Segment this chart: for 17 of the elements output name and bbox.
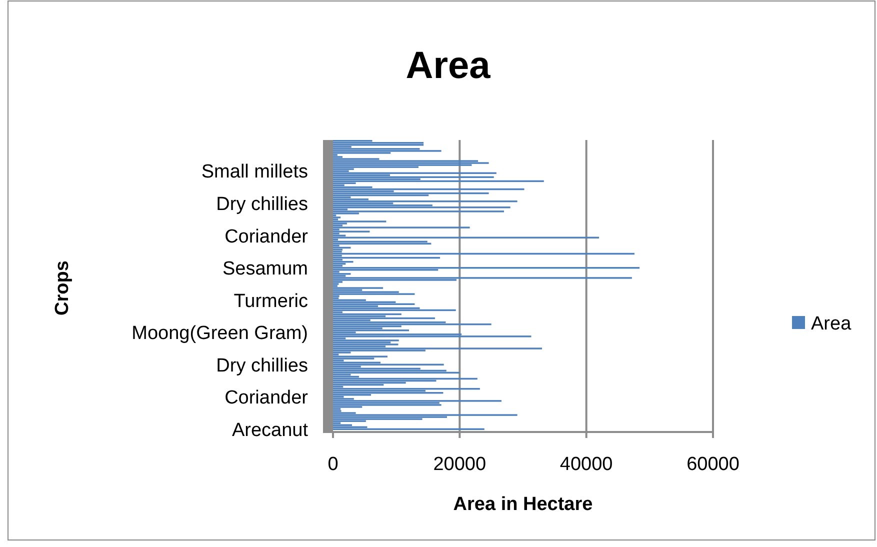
x-tick-label: 0 xyxy=(328,454,338,475)
y-tick-label: Turmeric xyxy=(234,290,308,312)
y-tick-label: Sesamum xyxy=(222,258,308,280)
x-tick-label: 20000 xyxy=(433,454,486,475)
x-axis-title: Area in Hectare xyxy=(453,494,593,515)
y-axis-title: Crops xyxy=(52,260,73,316)
y-tick-label: Moong(Green Gram) xyxy=(132,323,308,344)
y-tick-label: Small millets xyxy=(201,162,308,183)
chart-title: Area xyxy=(406,45,492,87)
y-tick-label: Coriander xyxy=(224,388,309,409)
y-tick-label: Arecanut xyxy=(232,420,309,441)
legend-label: Area xyxy=(811,314,852,335)
y-tick-label: Dry chillies xyxy=(216,194,308,215)
x-tick-label: 40000 xyxy=(560,454,613,475)
x-tick-label: 60000 xyxy=(686,454,740,475)
y-tick-label: Dry chillies xyxy=(216,355,308,376)
y-tick-label: Coriander xyxy=(224,226,309,248)
